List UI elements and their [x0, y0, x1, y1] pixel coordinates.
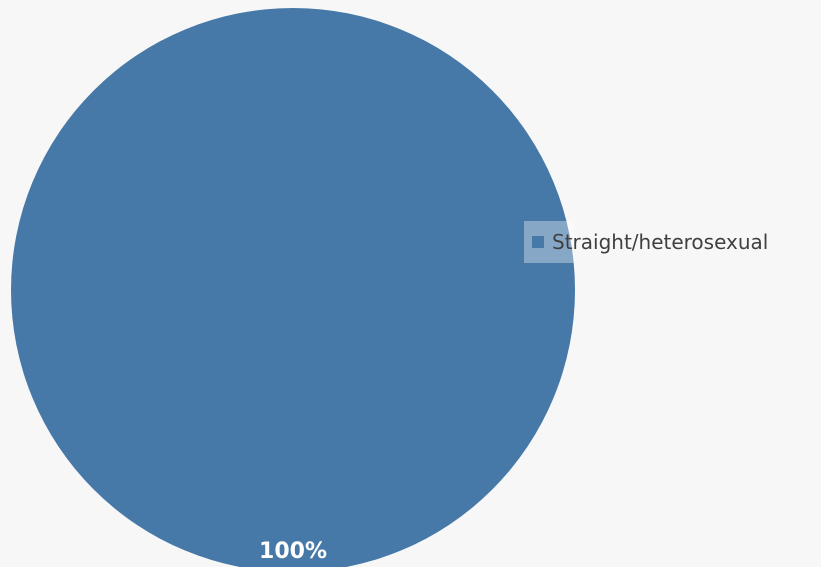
pie-slices	[11, 8, 575, 567]
pie-slice-straight-heterosexual	[11, 8, 575, 567]
legend: Straight/heterosexual	[524, 221, 768, 263]
legend-swatch-straight-heterosexual	[532, 236, 544, 248]
legend-label-straight-heterosexual: Straight/heterosexual	[552, 230, 769, 254]
slice-labels: 100%	[259, 539, 327, 564]
slice-value-label: 100%	[259, 539, 327, 564]
